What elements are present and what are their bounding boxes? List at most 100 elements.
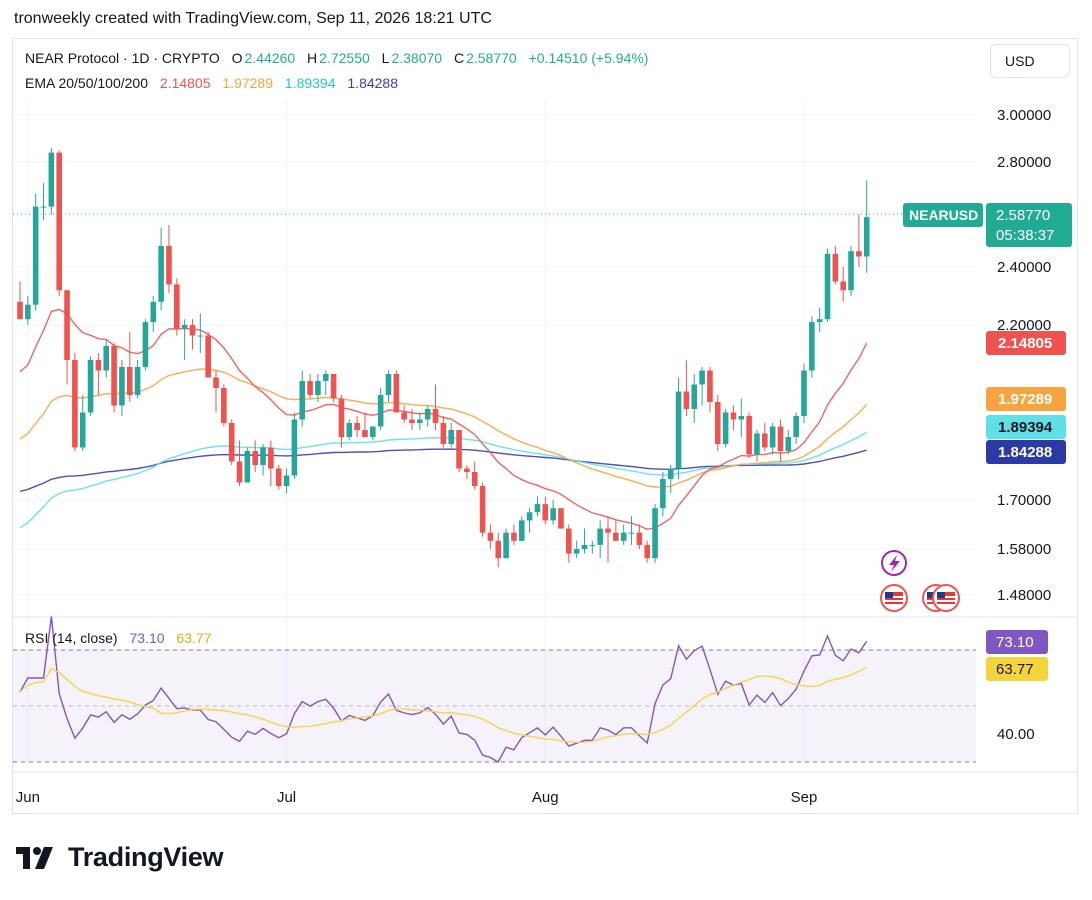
tradingview-wordmark: TradingView xyxy=(68,842,224,872)
ema-value-tag-box xyxy=(986,387,1066,411)
candle-body xyxy=(746,416,752,455)
candle-body xyxy=(542,504,549,521)
ema-label: EMA 20/50/100/200 xyxy=(25,75,148,91)
last-price-value: 2.58770 xyxy=(996,207,1050,224)
candle-body xyxy=(291,419,298,476)
candle-body xyxy=(660,479,666,509)
candle-body xyxy=(573,549,580,554)
ema-value-tag: 1.89394 xyxy=(998,419,1053,436)
candle-body xyxy=(558,508,564,529)
rsi-value-tag-box xyxy=(986,630,1048,654)
symbol-tag: NEARUSD xyxy=(909,207,978,223)
candle-body xyxy=(471,472,478,486)
candle-body xyxy=(283,475,290,486)
us-flag-event-icon xyxy=(927,592,935,598)
us-flag-event-icon xyxy=(885,592,893,598)
symbol-tag-box xyxy=(903,203,983,227)
rsi-ma-value-tag: 63.77 xyxy=(996,661,1034,678)
candle-body xyxy=(487,532,494,541)
candle-body xyxy=(816,319,823,323)
price-axis-label: 2.80000 xyxy=(997,154,1051,171)
low-value: 2.38070 xyxy=(391,50,443,66)
candle-body xyxy=(691,384,698,409)
candle-body xyxy=(393,374,400,413)
rsi-axis-label: 40.00 xyxy=(997,726,1035,743)
candle-body xyxy=(534,504,541,513)
candle-body xyxy=(95,360,102,371)
chart-header: tronweekly created with TradingView.com,… xyxy=(14,10,492,27)
close-label: C xyxy=(453,50,465,66)
candle-body xyxy=(119,367,125,406)
ema200-value: 1.84288 xyxy=(347,75,398,91)
candle-body xyxy=(338,398,345,437)
candle-body xyxy=(503,532,509,559)
candle-body xyxy=(32,206,39,305)
candle-body xyxy=(236,461,243,483)
candle-body xyxy=(56,152,62,291)
candle-body xyxy=(401,412,407,420)
lightning-event-icon xyxy=(889,555,900,572)
us-flag-event-icon xyxy=(885,596,903,598)
ema-value-tag-box xyxy=(986,415,1066,439)
candle-body xyxy=(589,544,596,546)
candle-body xyxy=(370,426,376,437)
candle-body xyxy=(777,426,784,451)
time-axis-label: Jul xyxy=(277,789,296,806)
ema-value-tag-box xyxy=(986,440,1066,464)
candle-body xyxy=(605,528,611,533)
rsi-ma-value-tag-box xyxy=(986,657,1048,681)
candle-body xyxy=(307,381,313,395)
symbol-name: NEAR Protocol · 1D · CRYPTO xyxy=(25,50,220,66)
candle-body xyxy=(628,532,635,534)
countdown-value: 05:38:37 xyxy=(996,227,1054,244)
low-label: L xyxy=(381,50,390,66)
ema50-line xyxy=(19,368,868,488)
candle-body xyxy=(613,532,619,541)
candle-body xyxy=(409,419,415,423)
ema-legend[interactable]: EMA 20/50/100/200 2.14805 1.97289 1.8939… xyxy=(25,75,400,91)
candle-body xyxy=(244,451,251,483)
candle-body xyxy=(134,367,141,395)
candle-body xyxy=(495,540,502,559)
candle-body xyxy=(769,426,776,448)
candle-body xyxy=(581,544,588,549)
rsi-ma-line xyxy=(19,666,868,743)
candle-body xyxy=(221,388,227,423)
currency-button[interactable]: USD xyxy=(990,44,1070,78)
price-axis-label: 1.58000 xyxy=(997,541,1051,558)
candle-body xyxy=(440,423,447,444)
rsi-label: RSI (14, close) xyxy=(25,630,118,646)
candle-body xyxy=(150,301,157,323)
us-flag-event-icon xyxy=(937,596,955,598)
candle-body xyxy=(479,486,486,533)
candle-body xyxy=(448,430,454,444)
symbol-legend[interactable]: NEAR Protocol · 1D · CRYPTO O 2.44260 H 2.… xyxy=(25,50,650,66)
candle-body xyxy=(644,544,650,559)
rsi-legend[interactable]: RSI (14, close) 73.10 63.77 xyxy=(25,630,213,646)
candle-body xyxy=(511,532,517,541)
candle-body xyxy=(762,433,768,448)
ema20-value: 2.14805 xyxy=(159,75,211,91)
rsi-value-tag: 73.10 xyxy=(996,634,1034,651)
candle-body xyxy=(181,325,188,329)
time-axis-label: Jun xyxy=(16,789,40,806)
candle-body xyxy=(87,360,94,413)
candle-body xyxy=(166,246,172,285)
candle-body xyxy=(260,447,266,465)
candle-body xyxy=(456,430,462,469)
price-axis-label: 1.70000 xyxy=(997,492,1051,509)
candle-body xyxy=(25,304,31,320)
candle-body xyxy=(385,374,392,395)
candle-body xyxy=(72,360,78,448)
price-axis-label: 1.48000 xyxy=(997,587,1051,604)
candle-body xyxy=(848,251,854,291)
candle-body xyxy=(213,377,219,388)
candle-body xyxy=(40,206,47,208)
candle-body xyxy=(464,468,470,472)
candle-body xyxy=(526,512,533,521)
candle-body xyxy=(275,468,282,486)
candle-body xyxy=(189,325,196,336)
candle-body xyxy=(683,391,690,409)
candle-body xyxy=(142,322,149,367)
